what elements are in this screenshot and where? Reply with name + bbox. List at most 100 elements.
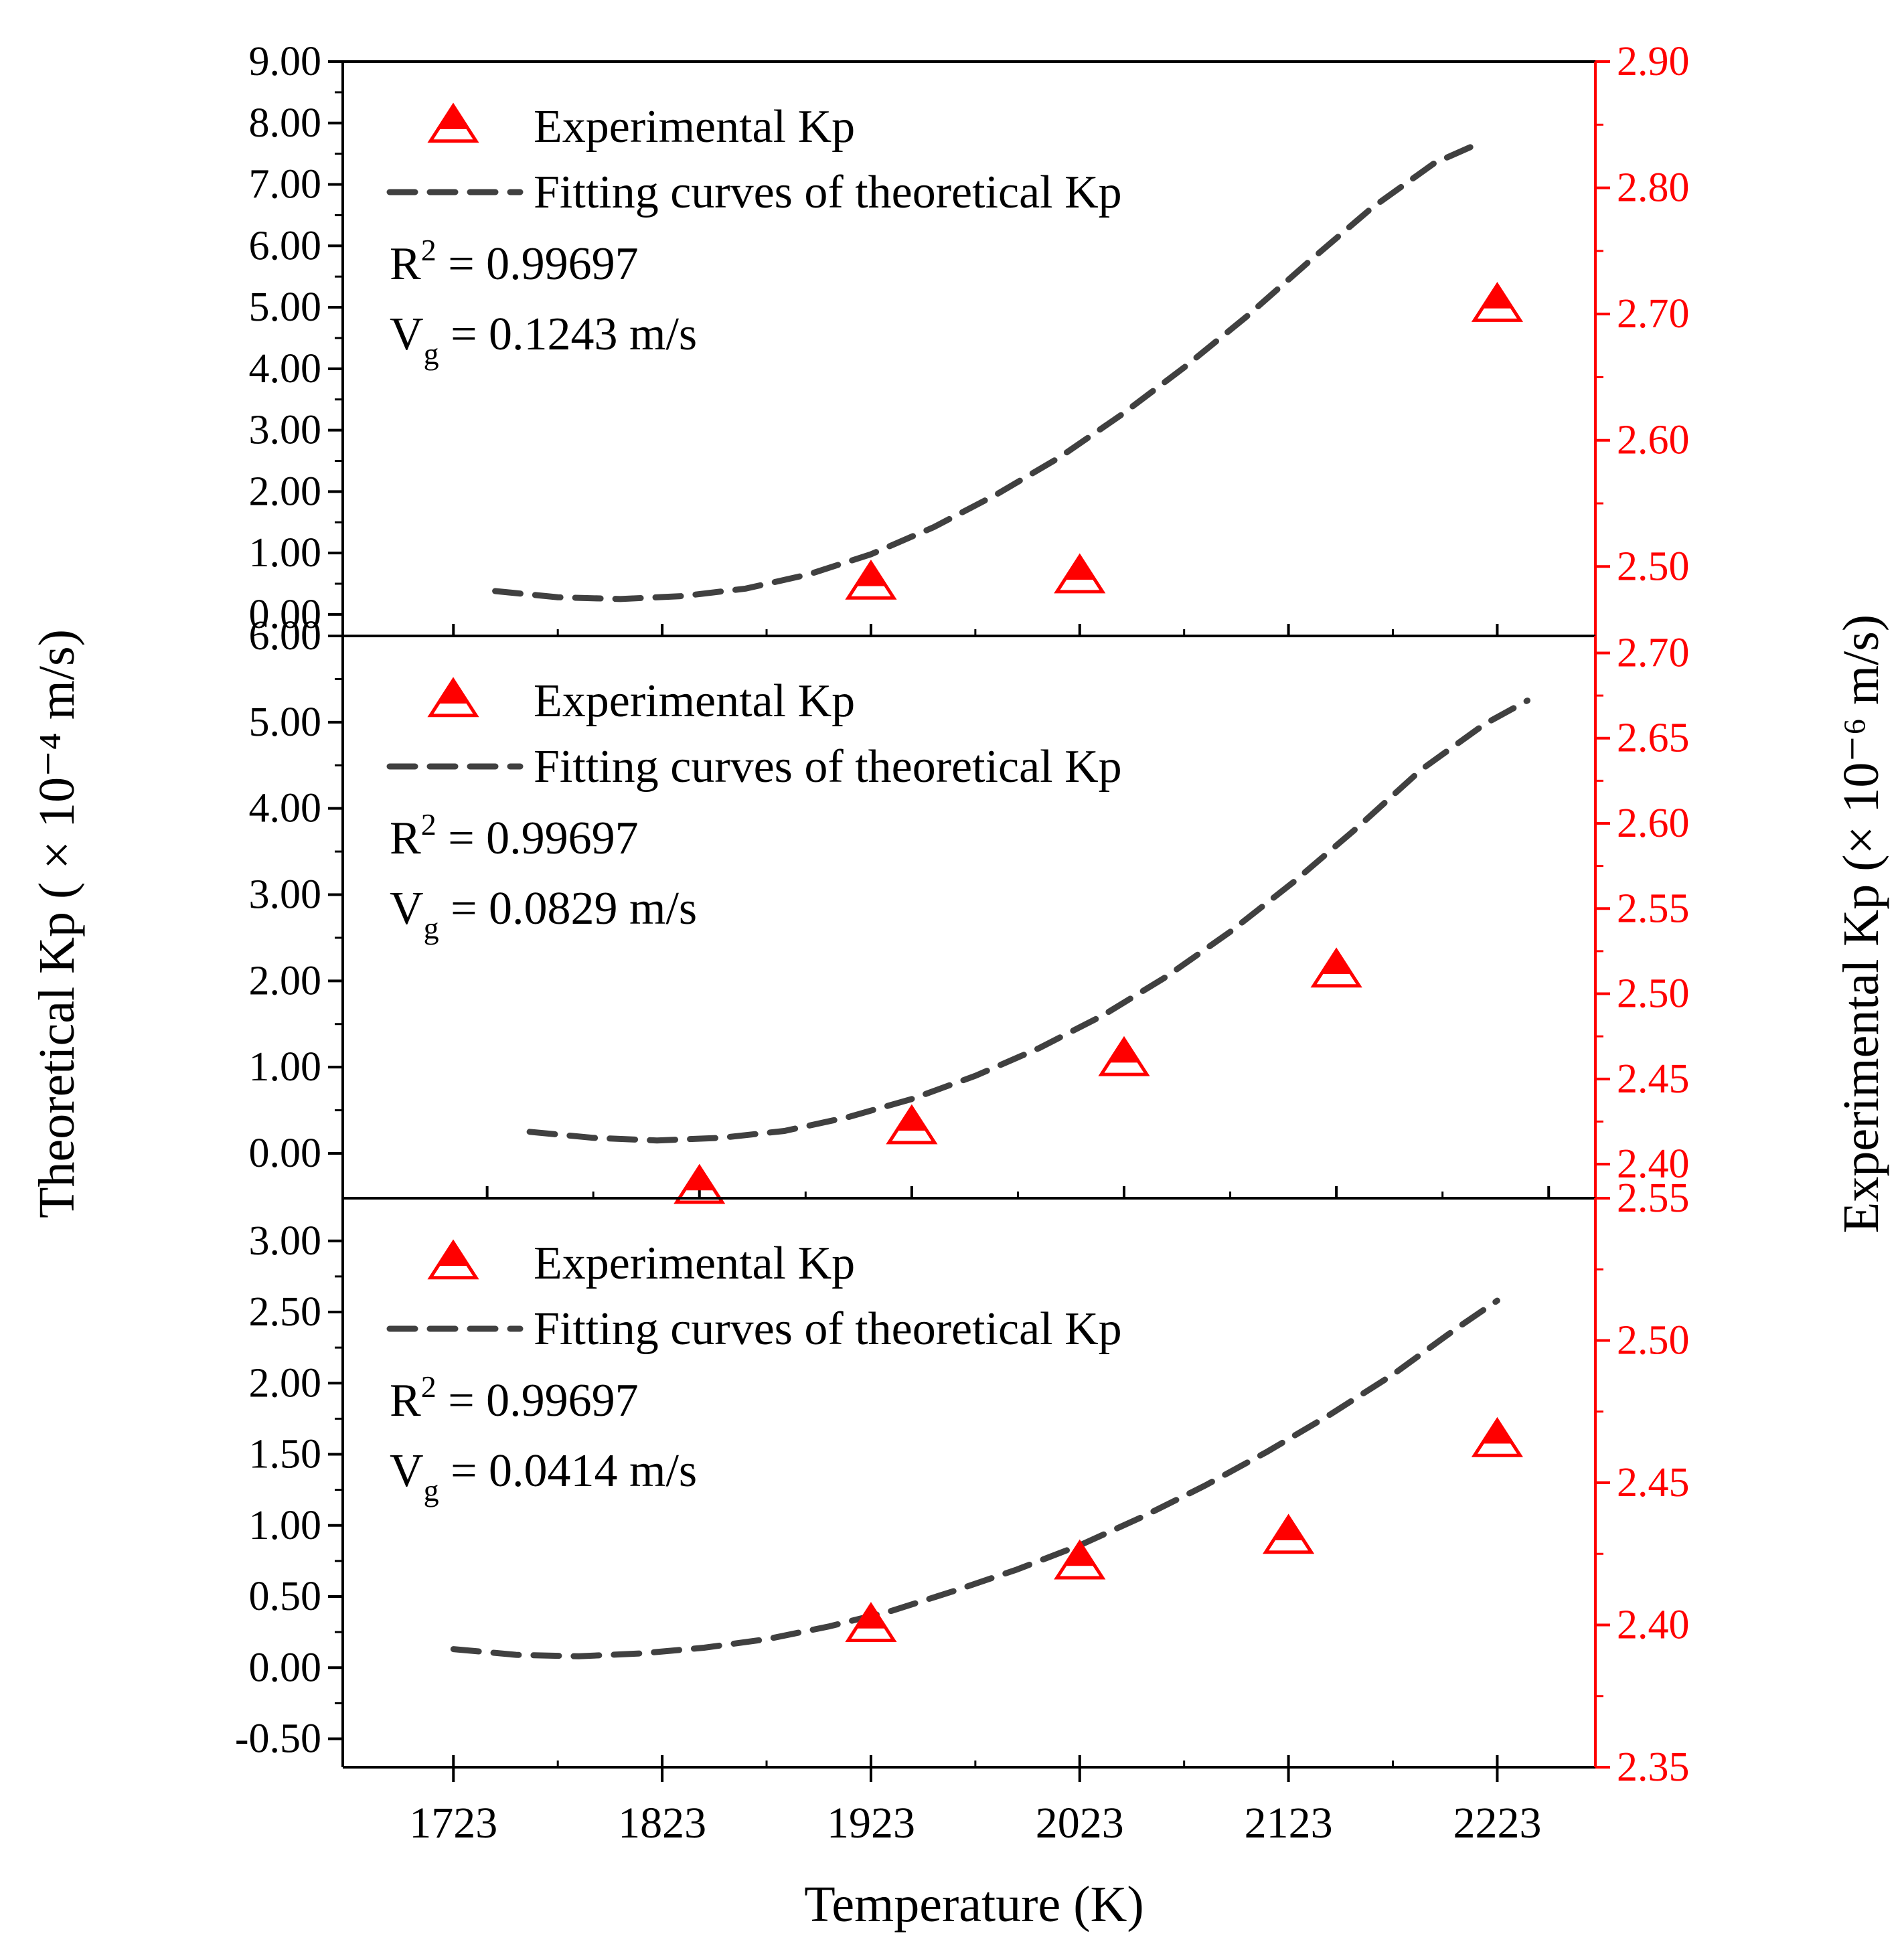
gas-velocity-annotation: Vg = 0.0414 m/s <box>390 1445 697 1507</box>
legend-marker-experimental <box>427 677 479 718</box>
right-tick-label: 2.55 <box>1617 886 1690 931</box>
experimental-point-outline <box>845 559 897 600</box>
fitting-curve-series <box>492 141 1480 602</box>
left-tick-label: 2.00 <box>249 1360 322 1406</box>
fitting-curve-series <box>450 1297 1500 1659</box>
left-tick-label: 4.00 <box>249 346 322 392</box>
experimental-point-outline <box>1054 1539 1106 1580</box>
left-tick-label: 3.00 <box>249 1218 322 1264</box>
x-tick-label: 2123 <box>1245 1799 1333 1848</box>
experimental-point-fill <box>1272 1517 1305 1540</box>
left-tick-label: 1.00 <box>249 530 322 576</box>
y-axis-left-title: Theoretical Kp ( × 10⁻⁴ m/s) <box>29 629 85 1218</box>
left-tick-label: 6.00 <box>249 613 322 659</box>
experimental-point <box>1054 1539 1106 1580</box>
legend-marker-outline <box>427 102 479 143</box>
experimental-point <box>673 1163 726 1204</box>
experimental-point-fill <box>854 562 888 586</box>
right-tick-label: 2.40 <box>1617 1603 1690 1648</box>
experimental-point-fill <box>854 1605 888 1629</box>
experimental-point-fill <box>1320 951 1353 974</box>
legend-label-experimental: Experimental Kp <box>534 675 855 727</box>
experimental-point-outline <box>1263 1514 1315 1554</box>
experimental-point-fill <box>1480 284 1514 309</box>
right-tick-label: 2.65 <box>1617 716 1690 761</box>
left-tick-label: 1.50 <box>249 1432 322 1477</box>
right-tick-label: 2.45 <box>1617 1056 1690 1102</box>
experimental-point-outline <box>1054 553 1106 594</box>
left-tick-label: -0.50 <box>235 1716 321 1762</box>
legend-label-experimental: Experimental Kp <box>534 1238 855 1289</box>
experimental-point <box>1471 1416 1524 1457</box>
right-tick-label: 2.45 <box>1617 1460 1690 1505</box>
experimental-point <box>1054 553 1106 594</box>
left-tick-label: 1.00 <box>249 1044 322 1090</box>
experimental-point-outline <box>845 1602 897 1642</box>
left-tick-label: 9.00 <box>249 39 322 84</box>
experimental-point-fill <box>1107 1039 1141 1063</box>
fitting-curve-series <box>526 698 1530 1144</box>
experimental-point <box>1471 282 1524 322</box>
right-tick-label: 2.70 <box>1617 291 1690 337</box>
x-tick-label: 2023 <box>1036 1799 1124 1848</box>
left-tick-label: 5.00 <box>249 700 322 745</box>
right-tick-label: 2.60 <box>1617 801 1690 846</box>
panel-middle: 6.00 5.00 4.00 3.00 2.00 1.00 0.00 2.70 2.65 2.60… <box>249 613 1690 1204</box>
experimental-point <box>845 559 897 600</box>
legend-marker-outline <box>427 1239 479 1280</box>
left-tick-label: 2.00 <box>249 469 322 514</box>
left-tick-label: 2.50 <box>249 1289 322 1335</box>
legend-marker-fill <box>437 680 470 704</box>
panel-top: 9.00 8.00 7.00 6.00 5.00 4.00 3.00 2.00 1.00 0.00… <box>249 39 1690 637</box>
y-axis-right-title: Experimental Kp (× 10⁻⁶ m/s) <box>1833 615 1889 1233</box>
r-squared-annotation: R2 = 0.99697 <box>390 233 639 290</box>
gas-velocity-annotation: Vg = 0.0829 m/s <box>390 883 697 945</box>
experimental-point-outline <box>1471 1416 1524 1457</box>
x-tick-label: 1723 <box>409 1799 497 1848</box>
left-tick-label: 6.00 <box>249 223 322 268</box>
left-tick-label: 0.00 <box>249 592 322 637</box>
experimental-point <box>1098 1036 1150 1076</box>
legend-label-fitting: Fitting curves of theoretical Kp <box>534 741 1122 793</box>
right-tick-label: 2.55 <box>1617 1175 1690 1221</box>
right-tick-label: 2.80 <box>1617 165 1690 211</box>
legend-marker-experimental <box>427 102 479 143</box>
experimental-point-fill <box>1063 556 1097 580</box>
legend-marker-fill <box>437 1242 470 1266</box>
gas-velocity-annotation: Vg = 0.1243 m/s <box>390 309 697 371</box>
left-tick-label: 0.00 <box>249 1645 322 1690</box>
experimental-point-outline <box>673 1163 726 1204</box>
legend-marker-outline <box>427 677 479 718</box>
x-tick-label: 1923 <box>827 1799 915 1848</box>
legend-label-fitting: Fitting curves of theoretical Kp <box>534 167 1122 218</box>
experimental-point-fill <box>1063 1542 1097 1566</box>
experimental-point-fill <box>1480 1420 1514 1444</box>
experimental-point-fill <box>895 1107 929 1131</box>
experimental-point <box>1310 947 1362 988</box>
left-tick-label: 2.00 <box>249 958 322 1003</box>
experimental-point-outline <box>1310 947 1362 988</box>
x-tick-label: 1823 <box>618 1799 706 1848</box>
right-tick-label: 2.50 <box>1617 1318 1690 1364</box>
x-tick-label: 2223 <box>1453 1799 1541 1848</box>
experimental-point-outline <box>886 1104 938 1145</box>
right-tick-label: 2.35 <box>1617 1744 1690 1790</box>
left-tick-label: 3.00 <box>249 872 322 918</box>
legend-label-experimental: Experimental Kp <box>534 101 855 153</box>
experimental-point <box>886 1104 938 1145</box>
left-tick-label: 0.50 <box>249 1574 322 1619</box>
right-tick-label: 2.40 <box>1617 1141 1690 1187</box>
r-squared-annotation: R2 = 0.99697 <box>390 807 639 864</box>
right-tick-label: 2.90 <box>1617 39 1690 84</box>
left-tick-label: 5.00 <box>249 284 322 330</box>
legend-marker-experimental <box>427 1239 479 1280</box>
legend-marker-fill <box>437 106 470 129</box>
right-tick-label: 2.70 <box>1617 630 1690 675</box>
left-tick-label: 0.00 <box>249 1131 322 1176</box>
x-axis-title: Temperature (K) <box>804 1876 1143 1933</box>
experimental-point <box>845 1602 897 1642</box>
right-tick-label: 2.50 <box>1617 544 1690 589</box>
panel-bottom: 3.00 2.50 2.00 1.50 1.00 0.50 0.00 -0.50 2.55 2.5… <box>235 1175 1690 1848</box>
right-tick-label: 2.50 <box>1617 971 1690 1017</box>
